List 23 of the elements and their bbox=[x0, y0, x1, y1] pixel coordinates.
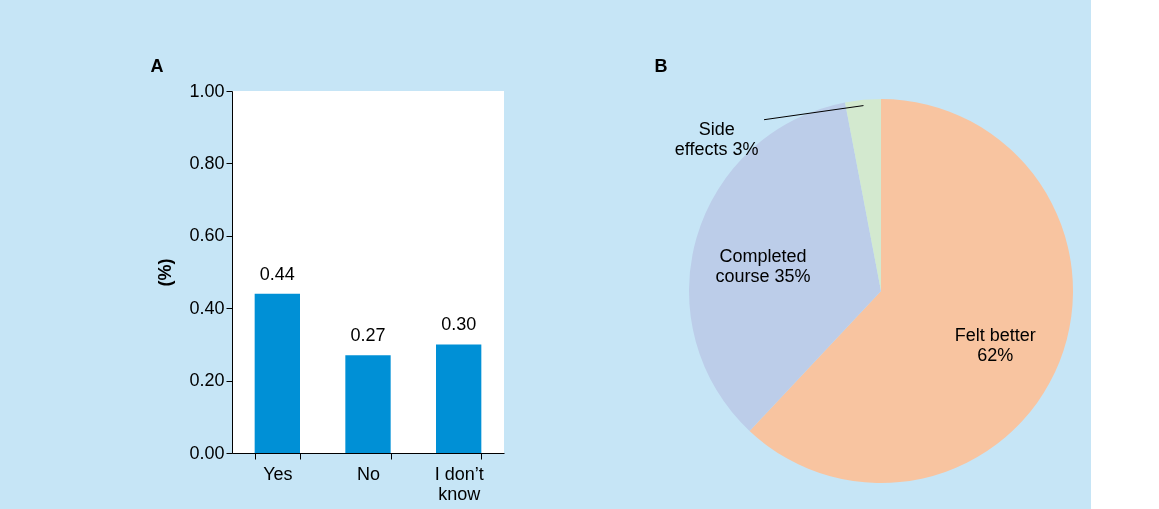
x-tick-label: Yes bbox=[263, 463, 293, 484]
y-tick-label: 1.00 bbox=[189, 80, 225, 101]
bar bbox=[254, 293, 300, 453]
y-tick-label: 0.40 bbox=[189, 297, 225, 318]
bar bbox=[345, 355, 391, 453]
slice-label: Side effects 3% bbox=[674, 118, 759, 159]
slice-label: Completed course 35% bbox=[715, 245, 811, 286]
y-tick-label: 0.20 bbox=[189, 370, 225, 391]
x-tick-label: No bbox=[356, 463, 381, 484]
data-label: 0.44 bbox=[259, 263, 295, 284]
y-tick-label: 0.60 bbox=[189, 225, 225, 246]
y-axis-title: (%) bbox=[155, 258, 176, 287]
slice-label: Felt better bbox=[954, 325, 1036, 346]
data-label: 62% bbox=[977, 345, 1014, 366]
text: A bbox=[150, 56, 164, 76]
bar bbox=[436, 344, 482, 453]
data-label: 0.30 bbox=[441, 314, 477, 335]
x-tick-label: I don’t know bbox=[434, 463, 484, 504]
y-tick-label: 0.80 bbox=[189, 152, 225, 173]
y-tick-label: 0.00 bbox=[189, 442, 225, 463]
data-label: 0.27 bbox=[350, 325, 386, 346]
text: B bbox=[654, 56, 668, 76]
pie-slice bbox=[845, 99, 881, 291]
